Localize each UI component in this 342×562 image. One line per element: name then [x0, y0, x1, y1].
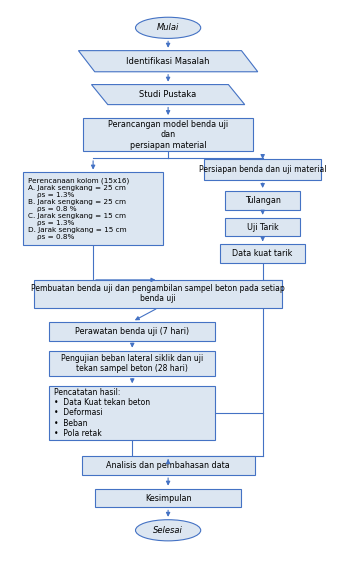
FancyBboxPatch shape — [49, 386, 215, 439]
FancyBboxPatch shape — [225, 191, 300, 210]
Text: Perencanaan kolom (15x16)
A. Jarak sengkang = 25 cm
    ρs = 1.3%
B. Jarak sengk: Perencanaan kolom (15x16) A. Jarak sengk… — [28, 178, 129, 240]
Text: Studi Pustaka: Studi Pustaka — [140, 90, 197, 99]
FancyBboxPatch shape — [95, 488, 241, 507]
Text: Uji Tarik: Uji Tarik — [247, 223, 278, 232]
Text: Pencatatan hasil:
•  Data Kuat tekan beton
•  Deformasi
•  Beban
•  Pola retak: Pencatatan hasil: • Data Kuat tekan beto… — [54, 388, 150, 438]
FancyBboxPatch shape — [83, 118, 253, 151]
Text: Identifikasi Masalah: Identifikasi Masalah — [126, 57, 210, 66]
Text: Mulai: Mulai — [157, 23, 179, 33]
FancyBboxPatch shape — [49, 321, 215, 341]
Text: Selesai: Selesai — [153, 526, 183, 535]
FancyBboxPatch shape — [82, 456, 254, 475]
FancyBboxPatch shape — [49, 351, 215, 376]
FancyBboxPatch shape — [204, 159, 321, 180]
FancyBboxPatch shape — [220, 244, 305, 263]
Text: Kesimpulan: Kesimpulan — [145, 493, 192, 502]
Polygon shape — [78, 51, 258, 72]
Ellipse shape — [135, 520, 201, 541]
Text: Analisis dan pembahasan data: Analisis dan pembahasan data — [106, 461, 230, 470]
FancyBboxPatch shape — [225, 217, 300, 237]
Text: Persiapan benda dan uji material: Persiapan benda dan uji material — [199, 165, 326, 174]
FancyBboxPatch shape — [35, 280, 282, 308]
Ellipse shape — [135, 17, 201, 38]
Text: Pembuatan benda uji dan pengambilan sampel beton pada setiap
benda uji: Pembuatan benda uji dan pengambilan samp… — [31, 284, 285, 303]
Polygon shape — [91, 84, 245, 105]
Text: Pengujian beban lateral siklik dan uji
tekan sampel beton (28 hari): Pengujian beban lateral siklik dan uji t… — [61, 353, 203, 373]
Text: Perancangan model benda uji
dan
persiapan material: Perancangan model benda uji dan persiapa… — [108, 120, 228, 149]
Text: Data kuat tarik: Data kuat tarik — [233, 249, 293, 258]
FancyBboxPatch shape — [23, 173, 163, 245]
Text: Perawatan benda uji (7 hari): Perawatan benda uji (7 hari) — [75, 327, 189, 336]
Text: Tulangan: Tulangan — [245, 196, 280, 205]
